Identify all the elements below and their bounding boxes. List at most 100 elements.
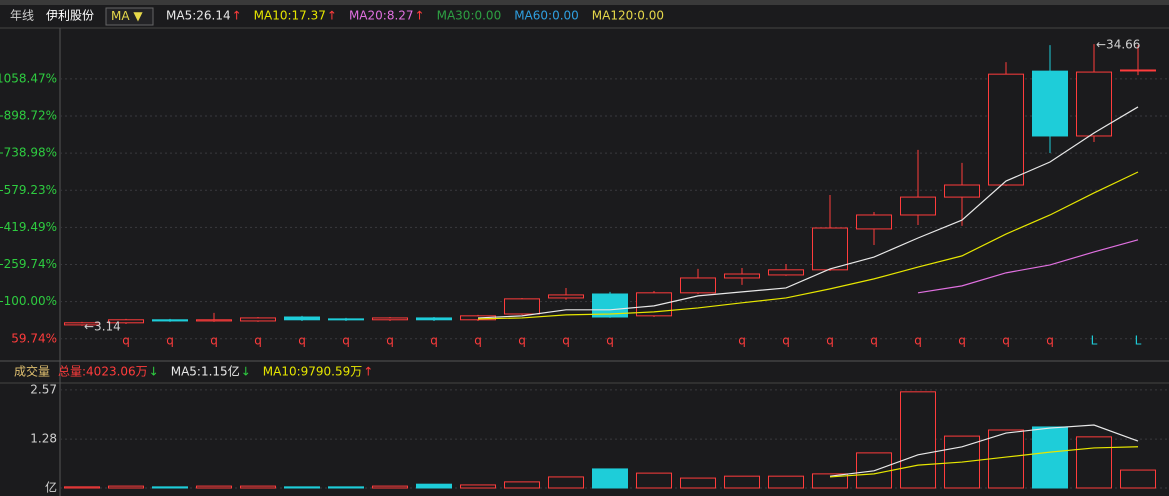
- candle-body: [636, 292, 672, 317]
- candle-body: [152, 319, 188, 322]
- marker: q: [342, 334, 350, 348]
- marker: q: [254, 334, 262, 348]
- candle-body: [1032, 70, 1068, 137]
- volume-title: 成交量: [14, 364, 50, 379]
- candle-body: [680, 277, 716, 294]
- candle-body: [196, 319, 232, 322]
- marker: L: [1135, 334, 1142, 348]
- volume-bar: [108, 485, 144, 489]
- period-label[interactable]: 年线: [10, 9, 34, 23]
- y-tick-label: -100.00%: [0, 294, 57, 308]
- legend-label: MA60:0.00: [514, 9, 579, 23]
- y-tick-label: -259.74%: [0, 257, 57, 271]
- annotation: ←34.66: [1096, 38, 1140, 52]
- y-tick-label: 59.74%: [11, 331, 57, 345]
- legend-arrow: ↓: [149, 365, 159, 379]
- volume-bar: [592, 468, 628, 489]
- volume-bar: [724, 475, 760, 489]
- stock-name: 伊利股份: [46, 9, 94, 23]
- candle-body: [812, 227, 848, 271]
- marker: q: [1002, 334, 1010, 348]
- volume-bar: [64, 486, 100, 489]
- volume-bar: [328, 486, 364, 489]
- marker: q: [386, 334, 394, 348]
- ma-line: [477, 106, 1139, 319]
- legend-label: 总量:4023.06万: [58, 365, 148, 379]
- marker: L: [1091, 334, 1098, 348]
- y-tick-label: 亿: [45, 480, 57, 495]
- volume-bar: [1120, 469, 1156, 489]
- annotation: ←3.14: [84, 319, 121, 333]
- candle-body: [372, 317, 408, 321]
- volume-bar: [900, 391, 936, 489]
- ma-line: [829, 446, 1139, 478]
- volume-bar: [944, 435, 980, 489]
- candle-body: [548, 294, 584, 299]
- marker: q: [914, 334, 922, 348]
- candle-body: [240, 317, 276, 322]
- candle-body: [416, 317, 452, 321]
- candle-body: [900, 196, 936, 216]
- volume-bar: [240, 485, 276, 489]
- volume-bar: [812, 473, 848, 489]
- y-tick-label: -419.49%: [0, 220, 57, 234]
- volume-bar: [680, 477, 716, 489]
- volume-bar: [636, 472, 672, 489]
- candle-body: [328, 318, 364, 321]
- volume-bar: [416, 483, 452, 489]
- legend-label: MA10:9790.59万: [263, 365, 363, 379]
- volume-bar: [460, 484, 496, 489]
- marker: q: [210, 334, 218, 348]
- marker: q: [562, 334, 570, 348]
- volume-bar: [548, 476, 584, 489]
- y-tick-label: 2.57: [30, 382, 57, 396]
- candle-body: [944, 184, 980, 198]
- marker: q: [298, 334, 306, 348]
- candle-body: [988, 73, 1024, 186]
- volume-bar: [504, 481, 540, 489]
- marker: q: [518, 334, 526, 348]
- candle-body: [592, 293, 628, 318]
- marker: q: [826, 334, 834, 348]
- volume-bar: [856, 452, 892, 489]
- volume-bar: [152, 486, 188, 489]
- legend-arrow: ↑: [327, 9, 337, 23]
- y-tick-label: -579.23%: [0, 183, 57, 197]
- marker: q: [122, 334, 130, 348]
- marker: q: [430, 334, 438, 348]
- volume-bar: [768, 475, 804, 489]
- candle-body: [724, 273, 760, 279]
- marker: q: [606, 334, 614, 348]
- candle-body: [1076, 71, 1112, 137]
- y-tick-label: -738.98%: [0, 146, 57, 160]
- legend-arrow: ↑: [415, 9, 425, 23]
- legend-label: MA30:0.00: [437, 9, 502, 23]
- legend-label: MA20:8.27: [349, 9, 414, 23]
- marker: q: [1046, 334, 1054, 348]
- y-tick-label: -898.72%: [0, 109, 57, 123]
- candle-body: [1120, 69, 1156, 72]
- ma-line: [829, 424, 1139, 477]
- legend-label: MA10:17.37: [254, 9, 326, 23]
- volume-bar: [196, 485, 232, 489]
- legend-label: MA5:1.15亿: [171, 364, 240, 379]
- candle-body: [768, 269, 804, 276]
- indicator-dropdown[interactable]: [105, 7, 154, 26]
- legend-label: MA120:0.00: [592, 9, 664, 23]
- ma-line: [477, 171, 1139, 320]
- toolbar-strip: [0, 0, 1169, 5]
- candle-body: [284, 316, 320, 321]
- legend-arrow: ↑: [363, 365, 373, 379]
- marker: q: [782, 334, 790, 348]
- candle-body: [856, 214, 892, 230]
- y-tick-label: 1.28: [30, 432, 57, 446]
- volume-bar: [1032, 426, 1068, 489]
- legend-arrow: ↓: [241, 365, 251, 379]
- marker: q: [738, 334, 746, 348]
- indicator-label[interactable]: MA ▼: [111, 9, 143, 23]
- volume-bar: [1076, 436, 1112, 489]
- marker: q: [958, 334, 966, 348]
- legend-arrow: ↑: [232, 9, 242, 23]
